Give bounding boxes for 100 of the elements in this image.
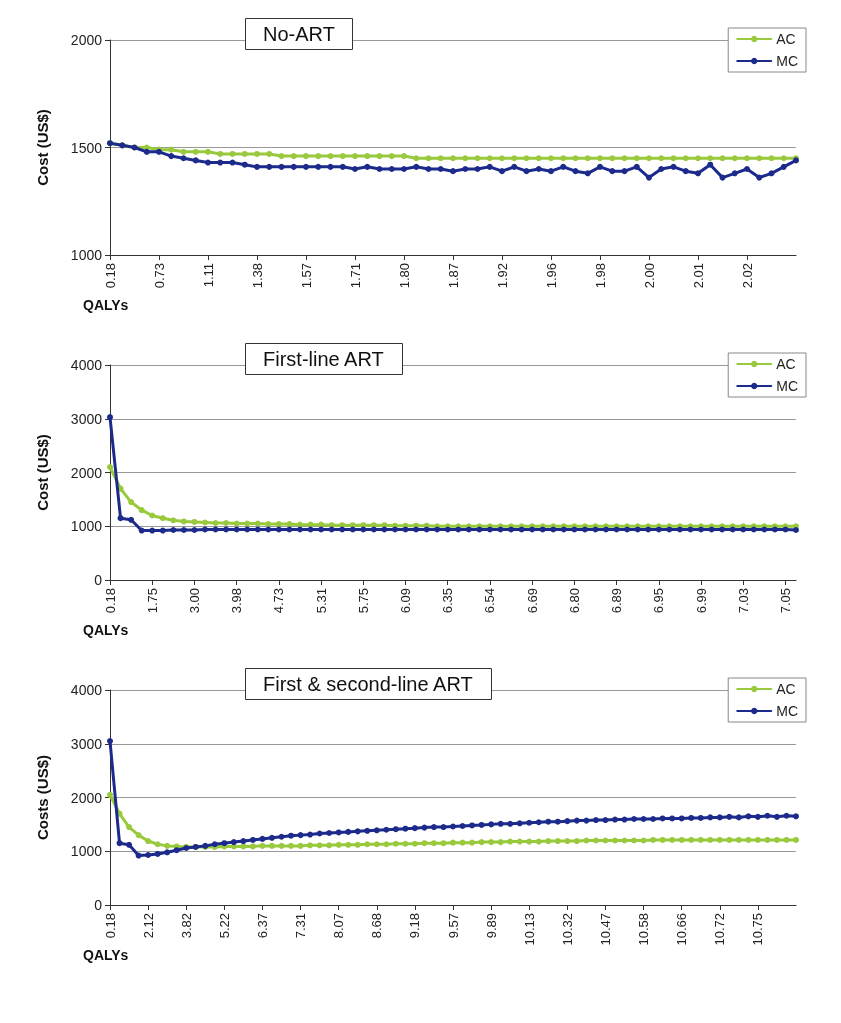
x-tick-label: 6.09	[398, 588, 414, 614]
point	[560, 155, 567, 162]
point	[707, 155, 714, 162]
legend-label: MC	[776, 703, 799, 719]
point	[633, 163, 640, 170]
x-tick-label: 6.89	[609, 588, 625, 614]
point	[462, 155, 469, 162]
x-tick-label: 5.75	[355, 588, 371, 614]
y-tick-label: 3000	[70, 410, 103, 427]
point	[217, 150, 224, 157]
point	[364, 163, 371, 170]
point	[266, 163, 273, 170]
x-tick-label: 3.98	[229, 588, 245, 614]
point	[254, 150, 260, 157]
point	[695, 170, 701, 177]
chart-title: First-line ART	[263, 348, 384, 370]
point	[290, 153, 297, 160]
point	[327, 163, 334, 170]
point	[523, 155, 530, 162]
y-axis-title: Cost (US$)	[34, 434, 51, 511]
x-tick-label: 10.58	[636, 913, 652, 946]
point	[388, 153, 395, 160]
x-tick-label: 2.02	[739, 263, 755, 289]
y-tick-label: 1500	[70, 139, 103, 156]
chart-title: No-ART	[263, 23, 335, 45]
y-tick-label: 0	[94, 897, 103, 913]
legend-label: AC	[776, 31, 796, 47]
x-tick-label: 1.11	[200, 263, 216, 288]
x-tick-label: 10.75	[750, 913, 766, 946]
point	[719, 174, 726, 181]
y-tick-label: 3000	[70, 735, 103, 752]
chart-title: First & second-line ART	[263, 673, 473, 695]
point	[609, 168, 616, 175]
y-axis-title: Cost (US$)	[34, 109, 51, 186]
point	[278, 163, 285, 170]
point	[572, 155, 579, 162]
x-tick-label: 1.87	[445, 263, 461, 289]
point	[670, 155, 677, 162]
point	[768, 155, 775, 162]
point	[511, 155, 518, 162]
x-tick-label: 3.00	[186, 588, 202, 614]
point	[376, 166, 383, 172]
point	[192, 148, 199, 155]
x-tick-label: 6.35	[440, 588, 456, 614]
point	[560, 163, 567, 170]
point	[254, 163, 260, 170]
x-axis-title: QALYs	[83, 297, 129, 313]
x-axis-title: QALYs	[83, 622, 129, 638]
point	[401, 153, 407, 160]
x-tick-label: 10.72	[712, 913, 728, 946]
x-tick-label: 0.18	[102, 263, 118, 289]
point	[633, 155, 640, 162]
point	[780, 155, 787, 162]
x-tick-label: 9.57	[445, 913, 461, 939]
y-tick-label: 0	[94, 572, 103, 588]
point	[646, 174, 652, 181]
point	[670, 163, 677, 170]
x-tick-label: 10.47	[597, 913, 613, 946]
y-tick-label: 1000	[70, 843, 103, 860]
x-tick-label: 0.18	[102, 588, 118, 614]
x-tick-label: 9.89	[483, 913, 499, 939]
point	[450, 155, 456, 162]
y-tick-label: 2000	[70, 464, 103, 481]
point	[352, 153, 358, 160]
point	[486, 155, 493, 162]
y-tick-label: 2000	[70, 789, 103, 806]
point	[266, 150, 273, 157]
point	[548, 168, 554, 175]
point	[303, 163, 309, 170]
point	[780, 163, 787, 170]
point	[437, 155, 444, 162]
point	[523, 168, 530, 175]
point	[327, 153, 334, 160]
point	[229, 150, 236, 157]
point	[535, 166, 542, 172]
legend-label: MC	[776, 53, 799, 69]
legend-label: MC	[776, 378, 799, 394]
point	[719, 155, 726, 162]
point	[756, 155, 763, 162]
y-axis-title: Costs (US$)	[34, 754, 51, 841]
point	[486, 163, 493, 170]
point	[315, 163, 322, 170]
x-tick-label: 7.05	[777, 588, 793, 614]
point	[597, 155, 603, 162]
x-tick-label: 5.31	[313, 588, 329, 614]
point	[584, 170, 591, 177]
point	[364, 153, 371, 160]
legend-label: AC	[776, 681, 796, 697]
x-tick-label: 9.18	[407, 913, 423, 939]
point	[229, 159, 236, 166]
point	[278, 153, 285, 160]
point	[352, 166, 358, 172]
point	[535, 155, 542, 162]
x-tick-label: 6.80	[566, 588, 582, 614]
point	[609, 155, 616, 162]
x-tick-label: 1.38	[249, 263, 265, 289]
x-tick-label: 8.68	[369, 913, 385, 939]
x-tick-label: 10.32	[559, 913, 575, 946]
x-tick-label: 5.22	[216, 913, 232, 939]
x-tick-label: 6.95	[651, 588, 667, 614]
